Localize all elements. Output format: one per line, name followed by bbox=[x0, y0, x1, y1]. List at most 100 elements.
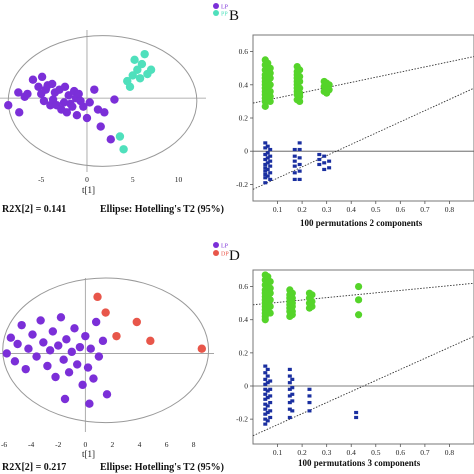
panel-a-x-ticks: -5 0 5 10 bbox=[38, 175, 182, 184]
panel-d-point-r2-24 bbox=[266, 289, 274, 297]
panel-b-point-q2-1 bbox=[263, 146, 268, 150]
panel-a-legend-label-lp: LP bbox=[221, 5, 229, 11]
panel-b-point-q2-38 bbox=[322, 161, 327, 165]
panel-b: B 0.60.40.20-0.2 0.1 0.2 0.3 0.4 0.5 0.6 0.7 0.… bbox=[229, 8, 474, 228]
panel-d-trend-line-1 bbox=[252, 335, 474, 437]
panel-d-point-q2-7 bbox=[263, 402, 268, 406]
panel-b-point-q2-7 bbox=[263, 172, 268, 177]
panel-b-trend-line-1 bbox=[252, 87, 474, 190]
panel-d-point-q2-42 bbox=[307, 409, 312, 413]
panel-c-point-dp-2 bbox=[132, 317, 141, 327]
panel-d-point-q2-15 bbox=[265, 389, 270, 393]
panel-d-point-q2-27 bbox=[287, 374, 292, 378]
panel-d-point-q2-24 bbox=[268, 409, 273, 413]
panel-d-x-tick-label-6: 0.7 bbox=[420, 448, 430, 457]
panel-d-point-q2-40 bbox=[307, 394, 312, 398]
panel-d-point-q2-3 bbox=[263, 382, 268, 386]
panel-d-x-tick-label-1: 0.2 bbox=[297, 448, 307, 457]
panel-c-x-tick-label-1: -4 bbox=[28, 440, 34, 449]
panel-d-point-q2-26 bbox=[287, 367, 292, 372]
panel-d-point-q2-14 bbox=[265, 381, 270, 385]
panel-a-point-pp-3 bbox=[125, 82, 135, 92]
panel-d: D 0.60.40.20-0.2 0.1 0.2 0.3 0.4 0.5 0.6 0.7 0.… bbox=[229, 248, 474, 468]
panel-a-point-pp-1 bbox=[119, 145, 128, 154]
panel-d-point-q2-37 bbox=[290, 399, 295, 403]
panel-d-point-q2-4 bbox=[263, 387, 268, 391]
panel-a-point-lp-20 bbox=[60, 82, 70, 92]
panel-c-point-lp-34 bbox=[85, 399, 94, 408]
panel-d-y-tick-label-4: -0.2 bbox=[236, 415, 248, 424]
panel-d-point-q2-11 bbox=[263, 422, 268, 426]
panel-d-point-r2-51 bbox=[354, 311, 363, 319]
panel-b-point-q2-27 bbox=[292, 177, 297, 182]
panel-a-point-lp-2 bbox=[15, 108, 24, 117]
panel-d-x-ticks: 0.1 0.2 0.3 0.4 0.5 0.6 0.7 0.8 bbox=[273, 444, 454, 457]
panel-b-y-tick-label-3: 0 bbox=[244, 147, 248, 156]
panel-b-point-q2-32 bbox=[297, 169, 302, 173]
panel-a-point-lp-8 bbox=[37, 72, 47, 82]
panel-d-point-q2-39 bbox=[307, 387, 312, 391]
panel-a-point-lp-24 bbox=[68, 102, 77, 111]
panel-b-point-q2-23 bbox=[292, 154, 297, 158]
panel-b-point-q2-40 bbox=[327, 159, 332, 163]
panel-a-point-lp-33 bbox=[90, 85, 99, 94]
panel-c-point-lp-11 bbox=[43, 361, 52, 371]
panel-c-point-lp-8 bbox=[32, 352, 41, 361]
panel-d-point-q2-25 bbox=[268, 415, 273, 420]
panel-b-point-q2-11 bbox=[265, 151, 270, 155]
panel-c-plot bbox=[0, 277, 214, 432]
panel-d-point-q2-1 bbox=[263, 371, 268, 375]
panel-b-point-q2-33 bbox=[297, 177, 302, 182]
panel-c-x-ticks: -6 -4 -2 0 2 4 6 8 bbox=[1, 440, 196, 449]
panel-a-point-lp-19 bbox=[59, 98, 69, 107]
panel-a-point-pp-8 bbox=[137, 59, 147, 69]
panel-b-x-tick-label-4: 0.5 bbox=[371, 205, 381, 214]
panel-b-point-q2-22 bbox=[292, 147, 297, 152]
panel-d-point-r2-36 bbox=[288, 289, 296, 297]
panel-d-point-r2-25 bbox=[266, 296, 274, 304]
panel-a-point-lp-36 bbox=[100, 108, 109, 117]
panel-c-point-lp-13 bbox=[48, 327, 58, 336]
panel-c-point-lp-15 bbox=[54, 341, 63, 350]
panel-b-point-q2-35 bbox=[317, 157, 322, 162]
panel-c-point-dp-1 bbox=[112, 331, 121, 341]
panel-c-point-lp-31 bbox=[98, 336, 108, 346]
panel-a-point-lp-30 bbox=[79, 102, 88, 111]
panel-b-point-r2-25 bbox=[266, 81, 274, 89]
panel-d-point-q2-43 bbox=[354, 410, 359, 415]
panel-c-point-lp-3 bbox=[13, 339, 22, 349]
panel-d-x-tick-label-3: 0.4 bbox=[347, 448, 357, 457]
panel-d-x-tick-label-2: 0.3 bbox=[322, 448, 332, 457]
panel-c-point-lp-27 bbox=[86, 344, 95, 353]
panel-b-x-tick-label-3: 0.4 bbox=[347, 205, 357, 214]
panel-a-point-lp-9 bbox=[39, 96, 49, 106]
panel-b-point-r2-27 bbox=[266, 92, 274, 101]
panel-b-point-q2-17 bbox=[268, 154, 273, 158]
panel-b-plot bbox=[252, 56, 474, 190]
panel-b-point-q2-24 bbox=[292, 159, 297, 163]
panel-b-x-ticks: 0.1 0.2 0.3 0.4 0.5 0.6 0.7 0.8 bbox=[273, 201, 454, 214]
panel-a-point-lp-38 bbox=[110, 95, 119, 104]
panel-a: LP PP -5 0 5 10 t[1] R2X[2] = 0.141 Ellipse… bbox=[0, 3, 229, 215]
panel-b-x-label: 100 permutations 2 components bbox=[300, 218, 423, 228]
panel-d-point-r2-41 bbox=[288, 311, 296, 319]
panel-c: LP DP -6 -4 -2 0 2 4 6 8 t[1] R2X[2] = 0.217 El… bbox=[0, 242, 229, 473]
panel-b-x-tick-label-5: 0.6 bbox=[396, 205, 406, 214]
panel-b-x-tick-label-0: 0.1 bbox=[273, 205, 283, 214]
panel-a-point-lp-0 bbox=[4, 101, 13, 110]
panel-b-point-r2-45 bbox=[296, 97, 304, 105]
panel-c-x-tick-label-6: 6 bbox=[165, 440, 169, 449]
panel-b-point-q2-8 bbox=[263, 176, 268, 180]
panel-a-point-pp-11 bbox=[146, 65, 156, 74]
panel-c-point-lp-5 bbox=[21, 364, 30, 374]
panel-d-point-q2-10 bbox=[263, 417, 268, 421]
panel-c-footer-ellipse: Ellipse: Hotelling's T2 (95%) bbox=[100, 462, 224, 473]
panel-a-point-lp-31 bbox=[82, 113, 92, 123]
panel-d-point-q2-23 bbox=[268, 400, 273, 405]
panel-a-point-lp-13 bbox=[47, 79, 57, 89]
panel-b-point-q2-18 bbox=[268, 159, 273, 163]
panel-b-trend-line-0 bbox=[252, 56, 474, 104]
panel-d-point-r2-46 bbox=[308, 291, 316, 299]
panel-d-point-r2-50 bbox=[354, 296, 363, 304]
panel-c-point-lp-33 bbox=[60, 394, 70, 404]
